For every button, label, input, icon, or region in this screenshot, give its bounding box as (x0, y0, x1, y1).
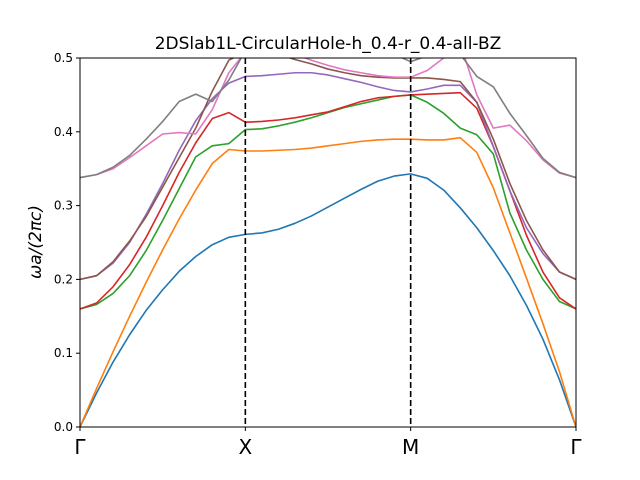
band-line-1 (80, 173, 576, 427)
vline-layer (244, 58, 412, 427)
band-line-2 (80, 136, 576, 427)
band-line-5 (80, 71, 576, 281)
band-line-6 (80, 58, 576, 281)
y-tick-label: 0.3 (54, 199, 73, 213)
plot-frame (79, 57, 577, 428)
y-axis: 0.0 0.1 0.2 0.3 0.4 0.5 (54, 51, 80, 434)
series-layer (80, 58, 576, 427)
y-tick-label: 0.0 (54, 420, 73, 434)
y-tick-label: 0.5 (54, 51, 73, 65)
x-tick-label: Γ (74, 435, 86, 459)
y-tick-label: 0.1 (54, 346, 73, 360)
y-tick-label: 0.2 (54, 272, 73, 286)
band-line-7 (80, 58, 576, 179)
band-line-8 (80, 58, 576, 179)
x-tick-label: M (402, 435, 419, 459)
y-tick-label: 0.4 (54, 125, 73, 139)
x-tick-label: Γ (570, 435, 582, 459)
x-tick-label: X (238, 435, 252, 459)
chart-title: 2DSlab1L-CircularHole-h_0.4-r_0.4-all-BZ (155, 34, 502, 54)
y-axis-label: ωa/(2πc) (26, 205, 46, 279)
